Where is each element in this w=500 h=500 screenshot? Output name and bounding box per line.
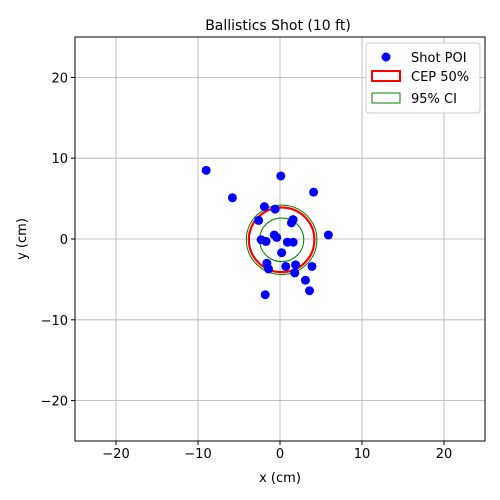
shot-points [201, 165, 333, 300]
shot-point [272, 232, 282, 242]
shot-point [288, 215, 298, 225]
shot-point [201, 165, 211, 175]
legend-patch-cep50 [371, 70, 401, 82]
shot-point [264, 264, 274, 274]
y-axis-label: y (cm) [15, 218, 30, 260]
legend: Shot POI CEP 50% 95% CI [365, 42, 481, 114]
shot-point [288, 237, 298, 247]
y-tick-label: −10 [41, 314, 68, 329]
cep50-circle [247, 206, 316, 274]
y-tick-label: 20 [51, 71, 68, 86]
shot-point [227, 193, 237, 203]
legend-patch-95ci [371, 92, 401, 104]
chart-title: Ballistics Shot (10 ft) [205, 18, 351, 34]
shot-point [270, 204, 280, 214]
x-tick-label: 0 [276, 447, 284, 462]
y-tick-label: 10 [51, 152, 68, 167]
shot-point [323, 230, 333, 240]
legend-label-shot-poi: Shot POI [411, 51, 467, 66]
legend-label-95ci: 95% CI [411, 92, 457, 107]
ci95-circle [245, 204, 318, 276]
shot-point [281, 261, 291, 271]
shot-point [290, 268, 300, 278]
shot-point [309, 187, 319, 197]
shot-point [307, 261, 317, 271]
shot-point [300, 275, 310, 285]
shot-point [254, 215, 264, 225]
circle-overlays [245, 204, 318, 276]
axis-ticks: −20 −10 0 10 20 −20 −10 0 10 20 [41, 71, 453, 462]
shot-point [277, 248, 287, 258]
shot-point [276, 171, 286, 181]
shot-point [261, 236, 271, 246]
shot-point [260, 290, 270, 300]
legend-label-cep50: CEP 50% [411, 70, 469, 85]
x-axis-label: x (cm) [259, 471, 301, 486]
shot-point [259, 202, 269, 212]
x-tick-label: 10 [354, 447, 371, 462]
shot-point [291, 260, 301, 270]
legend-frame [365, 42, 481, 114]
legend-marker-shot-poi [381, 52, 391, 62]
shot-point [305, 286, 315, 296]
x-tick-label: −20 [102, 447, 129, 462]
y-tick-label: 0 [60, 233, 68, 248]
x-tick-label: 20 [436, 447, 453, 462]
y-tick-label: −20 [41, 395, 68, 410]
x-tick-label: −10 [184, 447, 211, 462]
